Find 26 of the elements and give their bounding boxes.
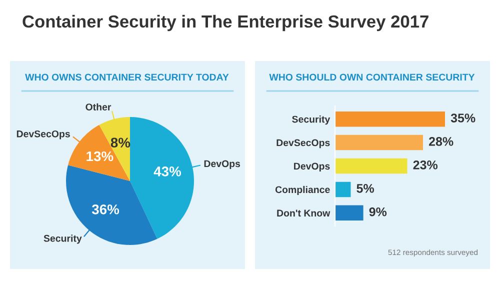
chart-subtitle: WHO OWNS CONTAINER SECURITY TODAY	[25, 74, 229, 81]
data-label: 5%	[356, 184, 374, 193]
bar	[335, 205, 364, 221]
bar	[335, 111, 445, 127]
bar	[335, 158, 408, 174]
y-tick-label: Security	[292, 116, 330, 125]
slice-label: Security	[44, 234, 82, 244]
slice-label: DevOps	[204, 160, 240, 170]
slice-label: DevSecOps	[16, 130, 70, 140]
data-label: 28%	[428, 137, 454, 146]
y-tick-label: Compliance	[275, 186, 330, 195]
data-label: 23%	[413, 160, 438, 170]
data-label: 35%	[450, 114, 476, 122]
bar	[335, 134, 423, 150]
data-label: 9%	[369, 207, 387, 216]
data-label: 43%	[154, 166, 182, 176]
y-tick-label: DevSecOps	[276, 139, 330, 148]
slice-label: Other	[86, 103, 112, 110]
chart-title: WHO SHOULD OWN CONTAINER SECURITY	[269, 74, 475, 81]
data-label: 13%	[86, 151, 114, 162]
y-tick-label: Don't Know	[277, 210, 330, 217]
data-label: 36%	[92, 204, 120, 214]
y-tick-label: DevOps	[294, 162, 330, 172]
chart-title: Container Security in The Enterprise Survey 2017	[22, 14, 428, 32]
bar	[335, 182, 351, 198]
pie-slice	[68, 124, 130, 181]
